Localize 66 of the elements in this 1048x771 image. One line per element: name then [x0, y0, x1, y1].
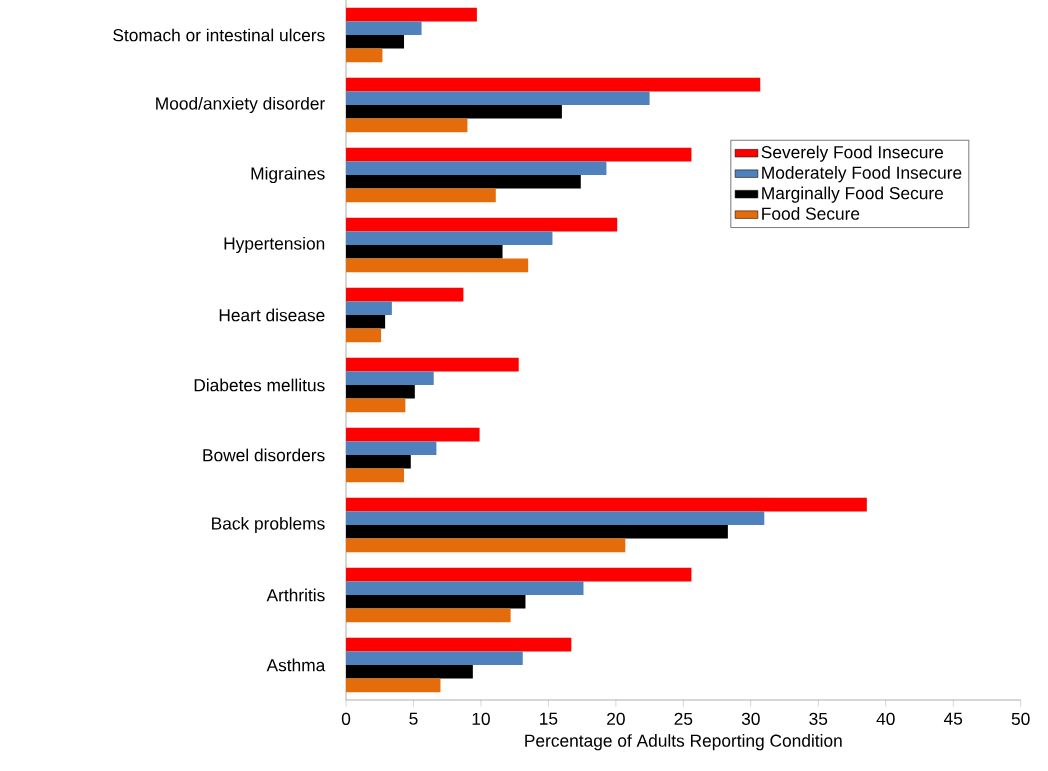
- bar: [346, 91, 650, 106]
- x-tick-label: 15: [540, 712, 558, 725]
- y-tick-label: Arthritis: [266, 588, 325, 602]
- bar: [346, 678, 441, 693]
- y-tick-label: Diabetes mellitus: [194, 378, 325, 392]
- bar: [346, 35, 405, 49]
- bar: [346, 217, 618, 232]
- bar: [346, 48, 383, 63]
- y-tick-label: Asthma: [266, 658, 326, 672]
- bar: [346, 175, 581, 189]
- bar: [346, 525, 728, 539]
- bar: [346, 468, 405, 483]
- y-tick-label: Heart disease: [219, 308, 325, 322]
- bar: [346, 385, 415, 399]
- x-tick-label: 45: [943, 712, 963, 725]
- bar: [346, 608, 511, 623]
- legend-label: Marginally Food Secure: [762, 186, 944, 203]
- x-tick-label: 5: [409, 712, 418, 725]
- bar: [346, 77, 761, 92]
- x-tick-label: 50: [1011, 712, 1030, 726]
- bar: [346, 315, 386, 329]
- bar: [346, 665, 473, 679]
- x-tick-label: 0: [341, 712, 351, 726]
- bar: [346, 231, 553, 246]
- bar: [346, 455, 411, 469]
- bar: [346, 581, 584, 596]
- bar: [346, 357, 519, 372]
- legend-label: Moderately Food Insecure: [762, 166, 962, 183]
- bar: [346, 567, 692, 582]
- bar: [346, 105, 562, 119]
- bar: [346, 245, 503, 259]
- bar: [346, 147, 692, 162]
- bar: [346, 301, 392, 316]
- x-axis-title: Percentage of Adults Reporting Condition: [525, 734, 842, 751]
- y-tick-label: Hypertension: [224, 237, 325, 254]
- y-tick-label: Stomach or intestinal ulcers: [113, 28, 325, 42]
- x-tick-label: 40: [876, 712, 895, 726]
- x-tick-label: 30: [741, 712, 760, 726]
- bar: [346, 511, 765, 526]
- bar: [346, 328, 382, 343]
- y-tick-label: Mood/anxiety disorder: [156, 97, 325, 114]
- y-tick-label: Migraines: [251, 167, 325, 184]
- x-tick-label: 10: [472, 712, 490, 726]
- y-tick-label: Bowel disorders: [203, 448, 325, 462]
- bar: [346, 118, 468, 133]
- bar: [346, 287, 464, 302]
- bar: [346, 258, 529, 273]
- bar: [346, 637, 572, 652]
- bar: [346, 441, 437, 456]
- y-tick-label: Back problems: [212, 517, 325, 534]
- bar: [346, 651, 523, 666]
- legend-label: Food Secure: [762, 207, 860, 220]
- bar: [346, 371, 434, 386]
- bar: [346, 188, 496, 203]
- bar: [346, 427, 480, 442]
- bar: [346, 595, 526, 609]
- legend-label: Severely Food Insecure: [761, 145, 944, 162]
- bar: [346, 21, 422, 36]
- bar: [346, 161, 607, 176]
- bar: [346, 398, 406, 413]
- bar: [346, 497, 867, 512]
- x-tick-label: 35: [809, 712, 828, 726]
- x-tick-label: 25: [674, 712, 693, 726]
- bar: [346, 7, 477, 22]
- bar: [346, 538, 626, 553]
- x-tick-label: 20: [607, 712, 625, 726]
